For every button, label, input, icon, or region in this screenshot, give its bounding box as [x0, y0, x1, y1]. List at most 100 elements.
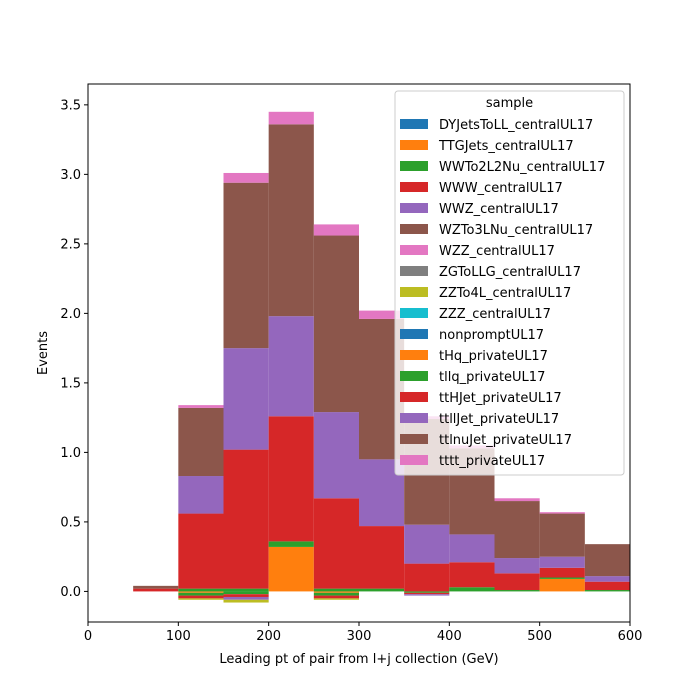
legend-label: DYJetsToLL_centralUL17: [439, 118, 593, 133]
histogram-bar: [584, 590, 630, 592]
histogram-bar: [178, 598, 224, 600]
y-tick-label: 2.5: [60, 237, 81, 252]
histogram-bar: [584, 544, 630, 577]
histogram-bar: [178, 476, 224, 514]
histogram-bar: [359, 310, 405, 319]
legend-swatch: [400, 413, 428, 423]
y-tick-label: 3.5: [60, 98, 81, 113]
histogram-bar: [313, 412, 359, 499]
histogram-bar: [539, 513, 585, 557]
histogram-bar: [494, 590, 540, 592]
histogram-bar: [268, 111, 314, 125]
histogram-bar: [313, 592, 359, 596]
legend-label: ttllJet_privateUL17: [439, 412, 559, 427]
histogram-bar: [494, 558, 540, 574]
legend-swatch: [400, 203, 428, 213]
legend-label: ttHJet_privateUL17: [439, 391, 562, 406]
legend-swatch: [400, 308, 428, 318]
legend-swatch: [400, 287, 428, 297]
histogram-bar: [178, 595, 224, 599]
histogram-bar: [133, 588, 179, 592]
legend-label: WWW_centralUL17: [439, 181, 563, 196]
legend-label: TTGJets_centralUL17: [438, 139, 574, 154]
histogram-bar: [539, 512, 585, 514]
histogram-bar: [404, 592, 450, 595]
legend-label: WWZ_centralUL17: [439, 202, 559, 217]
histogram-bar: [223, 449, 269, 589]
legend-swatch: [400, 140, 428, 150]
histogram-bar: [223, 594, 269, 597]
x-tick-label: 600: [618, 629, 643, 644]
legend-label: ZZZ_centralUL17: [439, 307, 551, 322]
histogram-bar: [404, 594, 450, 596]
y-tick-label: 1.5: [60, 376, 81, 391]
legend-label: WZTo3LNu_centralUL17: [439, 223, 593, 238]
legend-box: [394, 90, 625, 476]
histogram-bar: [539, 556, 585, 568]
x-axis-label: Leading pt of pair from l+j collection (…: [219, 652, 498, 667]
histogram-bar: [223, 599, 269, 603]
legend-label: ZGToLLG_centralUL17: [439, 265, 581, 280]
histogram-bar: [494, 573, 540, 591]
histogram-bar: [494, 501, 540, 559]
x-tick-label: 200: [256, 629, 281, 644]
histogram-bar: [133, 585, 179, 589]
legend-label: tttt_privateUL17: [439, 454, 545, 469]
legend-label: tllq_privateUL17: [439, 370, 545, 385]
histogram-bar: [313, 588, 359, 592]
histogram-bar: [313, 224, 359, 236]
legend-swatch: [400, 371, 428, 381]
histogram-bar: [178, 588, 224, 592]
legend-swatch: [400, 119, 428, 129]
legend-swatch: [400, 266, 428, 276]
histogram-bar: [539, 578, 585, 592]
x-tick-label: 300: [347, 629, 372, 644]
legend-label: WWTo2L2Nu_centralUL17: [439, 160, 605, 175]
legend-swatch: [400, 224, 428, 234]
histogram-bar: [584, 581, 630, 591]
histogram-bar: [449, 534, 495, 563]
histogram-bar: [223, 172, 269, 183]
histogram-bar: [223, 591, 269, 595]
histogram-bar: [359, 526, 405, 589]
histogram-bar: [449, 562, 495, 588]
legend-label: tHq_privateUL17: [439, 349, 548, 364]
legend-swatch: [400, 329, 428, 339]
histogram-bar: [449, 587, 495, 592]
histogram-bar: [223, 596, 269, 600]
histogram-bar: [268, 546, 314, 592]
y-tick-label: 1.0: [60, 446, 81, 461]
histogram-bar: [584, 576, 630, 582]
legend-label: ZZTo4L_centralUL17: [439, 286, 571, 301]
histogram-bars: [133, 111, 630, 603]
histogram-bar: [539, 577, 585, 579]
histogram-bar: [539, 567, 585, 578]
histogram-bar: [268, 316, 314, 417]
y-tick-label: 0.0: [60, 585, 81, 600]
y-axis-ticks: 0.0 0.5 1.0 1.5 2.0 2.5 3.0 3.5: [60, 98, 88, 600]
legend: sample DYJetsToLL_centralUL17 TTGJets_cen…: [394, 90, 625, 476]
x-axis-ticks: 0 100 200 300 400 500 600: [84, 622, 643, 644]
y-tick-label: 2.0: [60, 307, 81, 322]
y-tick-label: 3.0: [60, 168, 81, 183]
histogram-bar: [404, 524, 450, 564]
x-tick-label: 100: [166, 629, 191, 644]
legend-swatch: [400, 434, 428, 444]
histogram-bar: [268, 124, 314, 317]
legend-label: WZZ_centralUL17: [439, 244, 555, 259]
histogram-bar: [494, 498, 540, 502]
histogram-bar: [268, 541, 314, 547]
histogram-bar: [223, 182, 269, 349]
histogram-bar: [178, 513, 224, 589]
histogram-bar: [268, 416, 314, 542]
y-axis-label: Events: [36, 331, 51, 375]
histogram-bar: [313, 595, 359, 599]
legend-swatch: [400, 182, 428, 192]
legend-swatch: [400, 392, 428, 402]
legend-swatch: [400, 245, 428, 255]
histogram-bar: [178, 405, 224, 408]
legend-swatch: [400, 455, 428, 465]
histogram-bar: [313, 498, 359, 589]
histogram-bar: [313, 235, 359, 413]
